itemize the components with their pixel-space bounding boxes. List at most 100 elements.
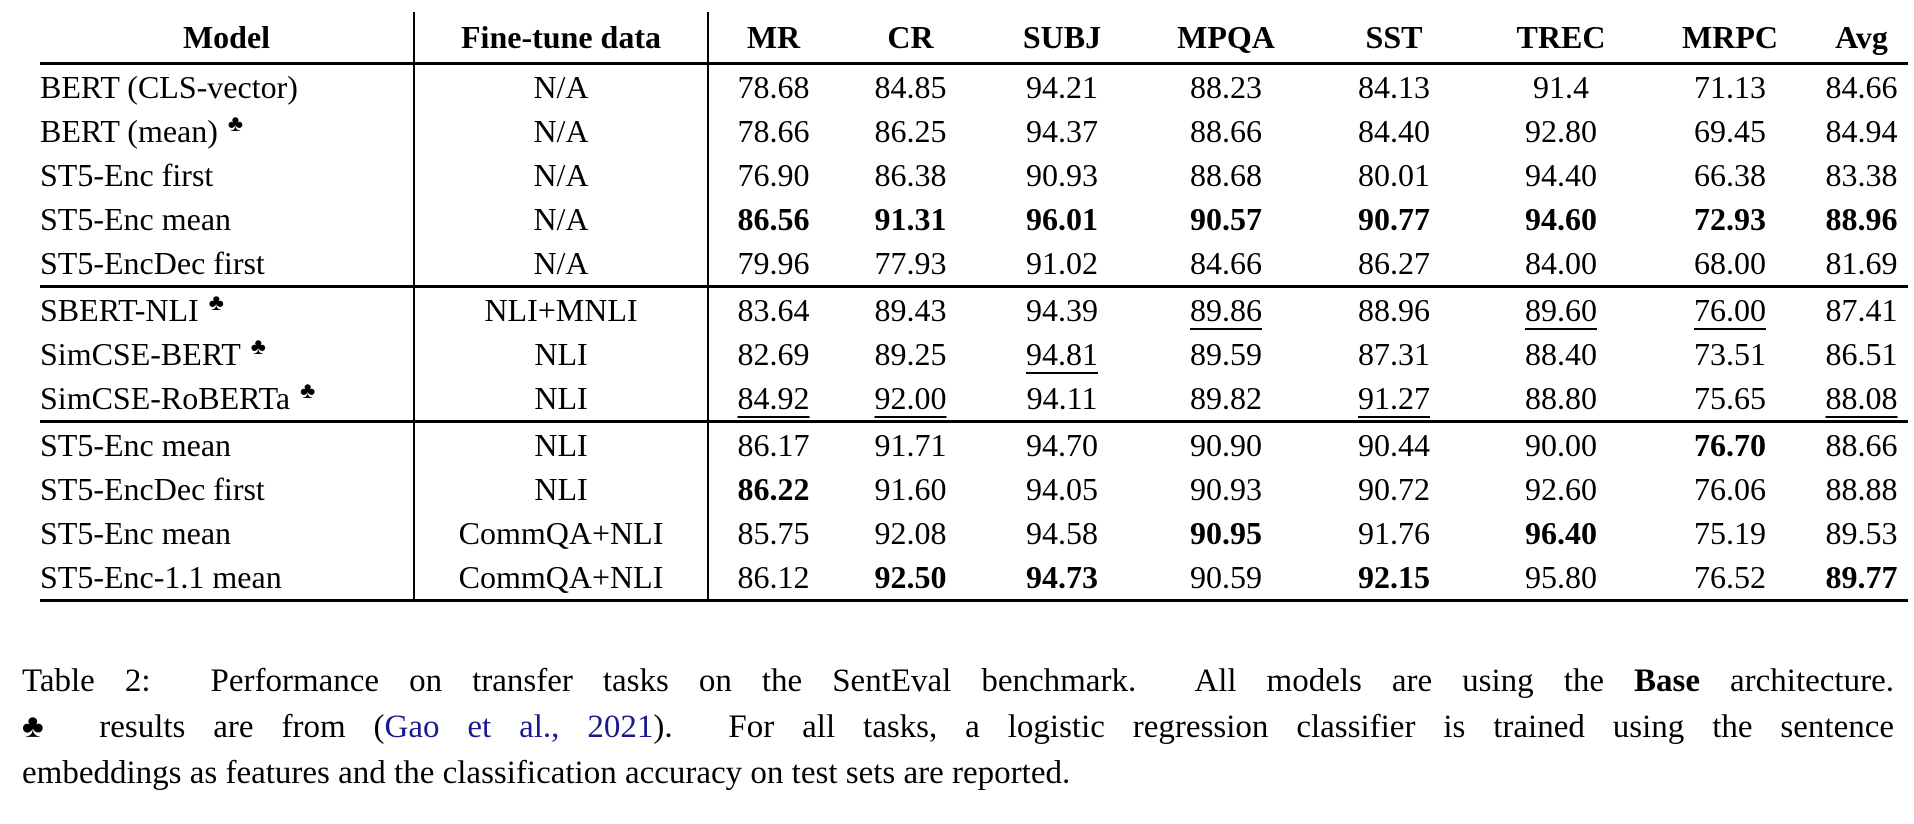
score-cell: 96.40 [1525, 514, 1597, 551]
table-body: BERT (CLS-vector) N/A 78.68 84.85 94.21 88.23… [40, 63, 1908, 602]
score-cell: 69.45 [1694, 112, 1766, 149]
score-cell: 79.96 [708, 241, 838, 288]
citation-link-gao-2021[interactable]: Gao et al., 2021 [384, 709, 654, 745]
score-cell: 76.70 [1694, 426, 1766, 463]
table-row: BERT (CLS-vector) N/A 78.68 84.85 94.21 88.23… [40, 63, 1908, 109]
score-cell: 89.53 [1825, 514, 1898, 551]
table-row: ST5-EncDec first NLI 86.22 91.60 94.05 90.93 9… [40, 467, 1908, 511]
score-cell: 94.21 [1026, 68, 1098, 105]
score-cell: 88.96 [1825, 200, 1898, 237]
score-cell: 90.90 [1190, 426, 1262, 463]
caption-text: Table 2: Performance on transfer tasks o… [22, 663, 1635, 699]
score-cell: 94.11 [983, 376, 1141, 423]
model-name-cell: ST5-Enc first [40, 156, 214, 193]
score-cell: 76.06 [1694, 470, 1766, 507]
score-cell: 94.58 [1026, 514, 1098, 551]
score-cell: 90.57 [1190, 200, 1262, 237]
score-cell: 81.69 [1815, 241, 1908, 288]
score-cell: 88.68 [1190, 156, 1262, 193]
score-cell: 86.51 [1825, 335, 1898, 372]
column-header-model: Model [40, 12, 414, 65]
model-name-cell: SBERT-NLI ♣ [40, 288, 224, 328]
score-cell: 86.22 [737, 470, 810, 507]
finetune-data-cell: NLI [413, 332, 709, 376]
score-cell: 92.50 [838, 555, 983, 602]
score-cell: 90.44 [1358, 426, 1430, 463]
model-name-cell: ST5-Enc mean [40, 200, 232, 237]
results-table: Model Fine-tune data MR CR SUBJ MPQA SST… [40, 12, 1908, 602]
score-cell: 66.38 [1694, 156, 1766, 193]
score-cell: 84.66 [1825, 68, 1898, 105]
score-cell: 89.25 [874, 335, 947, 372]
column-header-subj: SUBJ [983, 12, 1141, 65]
column-header-trec: TREC [1477, 12, 1645, 65]
score-cell: 68.00 [1645, 241, 1815, 288]
score-cell: 94.73 [983, 555, 1141, 602]
score-cell: 94.70 [1026, 426, 1098, 463]
score-cell: 94.05 [1026, 470, 1098, 507]
score-cell: 92.80 [1525, 112, 1597, 149]
model-name-cell: BERT (mean) ♣ [40, 109, 244, 149]
score-cell: 89.60 [1525, 291, 1597, 328]
score-cell: 89.43 [874, 291, 947, 328]
score-cell: 82.69 [737, 335, 810, 372]
score-cell: 84.66 [1141, 241, 1311, 288]
score-cell: 86.56 [737, 200, 810, 237]
score-cell: 91.60 [874, 470, 947, 507]
model-name-cell: ST5-Enc mean [40, 426, 232, 463]
model-name-cell: BERT (CLS-vector) [40, 68, 298, 105]
score-cell: 89.77 [1815, 555, 1908, 602]
score-cell: 94.37 [1026, 112, 1098, 149]
finetune-data-cell: N/A [413, 63, 709, 109]
score-cell: 90.77 [1358, 200, 1430, 237]
table-row: BERT (mean) ♣ N/A 78.66 86.25 94.37 88.66 84.40… [40, 109, 1908, 153]
model-name-cell: ST5-Enc-1.1 mean [40, 555, 414, 602]
score-cell: 84.00 [1477, 241, 1645, 288]
table-row: ST5-Enc-1.1 mean CommQA+NLI 86.12 92.50 94.7… [40, 555, 1908, 602]
score-cell: 89.59 [1190, 335, 1262, 372]
score-cell: 73.51 [1694, 335, 1766, 372]
table-row: ST5-EncDec first N/A 79.96 77.93 91.02 84.66 8… [40, 241, 1908, 288]
score-cell: 94.40 [1525, 156, 1597, 193]
score-cell: 86.12 [708, 555, 838, 602]
model-name-cell: SimCSE-RoBERTa ♣ [40, 376, 414, 423]
score-cell: 91.02 [983, 241, 1141, 288]
finetune-data-cell: NLI [413, 467, 709, 511]
column-header-sst: SST [1311, 12, 1477, 65]
score-cell: 89.82 [1141, 376, 1311, 423]
score-cell: 88.40 [1525, 335, 1597, 372]
caption-line-2: ♣ results are from (Gao et al., 2021). F… [22, 704, 1894, 750]
results-table-container: Model Fine-tune data MR CR SUBJ MPQA SST… [40, 12, 1908, 602]
table-row: ST5-Enc mean N/A 86.56 91.31 96.01 90.57 90.77… [40, 197, 1908, 241]
score-cell: 83.64 [737, 291, 810, 328]
score-cell: 91.76 [1358, 514, 1430, 551]
score-cell: 84.40 [1358, 112, 1430, 149]
score-cell: 86.27 [1311, 241, 1477, 288]
score-cell: 88.23 [1190, 68, 1262, 105]
score-cell: 78.68 [737, 68, 810, 105]
caption-text: architecture. [1700, 663, 1894, 699]
column-header-finetune-data: Fine-tune data [413, 12, 709, 65]
score-cell: 92.08 [874, 514, 947, 551]
score-cell: 96.01 [1026, 200, 1098, 237]
finetune-data-cell: N/A [413, 197, 709, 241]
finetune-data-cell: NLI [413, 421, 709, 467]
score-cell: 91.27 [1311, 376, 1477, 423]
finetune-data-cell: N/A [413, 153, 709, 197]
table-row: ST5-Enc mean CommQA+NLI 85.75 92.08 94.58 90.… [40, 511, 1908, 555]
club-suit-icon: ♣ [250, 332, 266, 359]
club-suit-icon: ♣ [22, 709, 64, 745]
score-cell: 86.17 [737, 426, 810, 463]
score-cell: 76.00 [1694, 291, 1766, 328]
model-name-cell: SimCSE-BERT ♣ [40, 332, 266, 372]
score-cell: 85.75 [737, 514, 810, 551]
score-cell: 90.59 [1141, 555, 1311, 602]
club-suit-icon: ♣ [227, 109, 244, 136]
score-cell: 90.72 [1358, 470, 1430, 507]
caption-line-1: Table 2: Performance on transfer tasks o… [22, 658, 1894, 704]
score-cell: 94.39 [1026, 291, 1098, 328]
caption-text: results are from ( [71, 709, 385, 745]
score-cell: 91.31 [874, 200, 947, 237]
finetune-data-cell: CommQA+NLI [413, 511, 709, 555]
score-cell: 89.86 [1190, 291, 1262, 328]
